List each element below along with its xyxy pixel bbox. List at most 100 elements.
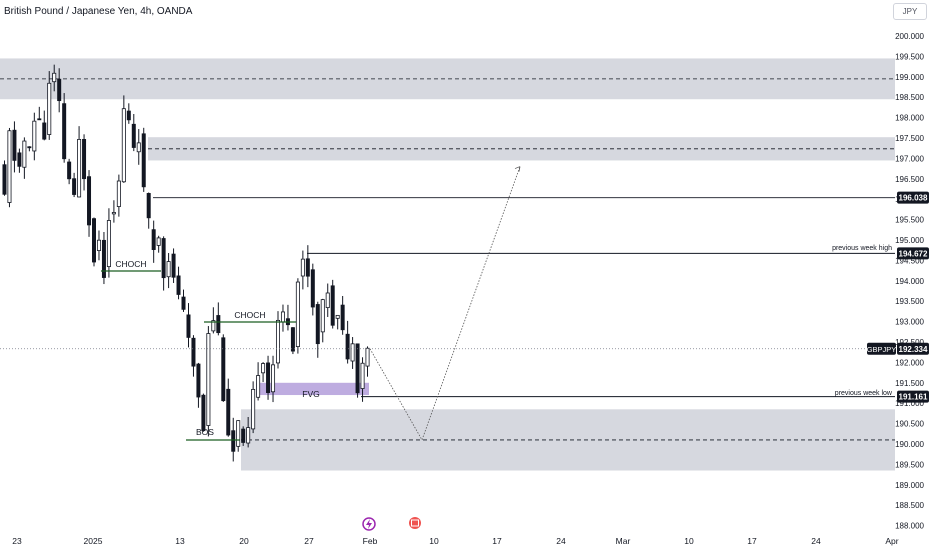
price-tick: 197.000 bbox=[895, 154, 924, 163]
price-tick: 198.500 bbox=[895, 93, 924, 102]
price-marker bbox=[897, 342, 929, 355]
candle-body bbox=[67, 161, 72, 180]
candle-body bbox=[251, 388, 256, 430]
price-tick: 191.500 bbox=[895, 379, 924, 388]
time-tick: 17 bbox=[492, 536, 502, 546]
candle-body bbox=[27, 146, 32, 149]
price-tick: 194.000 bbox=[895, 277, 924, 286]
candle-body bbox=[72, 178, 77, 195]
candle-body bbox=[275, 319, 280, 364]
candle-body bbox=[87, 176, 92, 226]
time-axis: 23 2025 13 20 27 Feb 10 17 24 Mar 10 17 24 Apr bbox=[12, 536, 899, 546]
lightning-icon-glyph bbox=[366, 519, 372, 529]
time-tick: 20 bbox=[239, 536, 249, 546]
candle-body bbox=[2, 164, 7, 195]
candle-body bbox=[355, 343, 360, 394]
candle-body bbox=[166, 261, 171, 278]
candle-body bbox=[186, 314, 191, 338]
price-tick: 194.500 bbox=[895, 256, 924, 265]
choch-1-label: CHOCH bbox=[115, 259, 146, 269]
candle-body bbox=[161, 238, 166, 279]
candle-body bbox=[236, 420, 241, 447]
candle-body bbox=[191, 337, 196, 367]
price-tick: 198.000 bbox=[895, 114, 924, 123]
candle-body bbox=[12, 129, 17, 161]
candle-body bbox=[231, 430, 236, 452]
candle-body bbox=[17, 152, 22, 167]
time-tick: Mar bbox=[616, 536, 631, 546]
price-tick: 199.500 bbox=[895, 52, 924, 61]
time-tick: Apr bbox=[885, 536, 898, 546]
time-tick: 10 bbox=[684, 536, 694, 546]
candle-body bbox=[156, 237, 161, 246]
time-tick: 10 bbox=[429, 536, 439, 546]
candle-body bbox=[77, 139, 82, 198]
candle-body bbox=[206, 333, 211, 426]
candle-body bbox=[340, 304, 345, 331]
bottom-icons[interactable] bbox=[362, 517, 421, 531]
candle-body bbox=[335, 314, 340, 319]
price-marker-label: 196.038 bbox=[899, 194, 928, 203]
calendar-event-icon-inner bbox=[411, 519, 419, 527]
choch-2-label: CHOCH bbox=[234, 310, 265, 320]
time-tick: 13 bbox=[175, 536, 185, 546]
candle-body bbox=[360, 362, 365, 389]
candle-body bbox=[37, 118, 42, 121]
candle-body bbox=[261, 363, 266, 374]
price-marker bbox=[897, 390, 929, 403]
candle-body bbox=[47, 82, 52, 135]
candle-body bbox=[350, 343, 355, 362]
candle-body bbox=[266, 362, 271, 393]
candle-body bbox=[126, 110, 131, 121]
projection-arrowhead bbox=[514, 166, 521, 172]
price-tick: 190.500 bbox=[895, 420, 924, 429]
candle-body bbox=[171, 253, 176, 278]
candle-body bbox=[101, 239, 106, 278]
price-tick: 190.000 bbox=[895, 440, 924, 449]
candle-body bbox=[305, 258, 310, 277]
candle-body bbox=[116, 180, 121, 207]
candle-body bbox=[201, 394, 206, 432]
candle-body bbox=[280, 311, 285, 323]
candle-body bbox=[96, 239, 101, 251]
candle-body bbox=[271, 364, 276, 393]
price-tick: 189.000 bbox=[895, 481, 924, 490]
price-tick: 195.000 bbox=[895, 236, 924, 245]
candle-body bbox=[106, 220, 111, 268]
projection-path bbox=[369, 166, 521, 441]
time-tick: 24 bbox=[556, 536, 566, 546]
price-tick: 188.500 bbox=[895, 501, 924, 510]
candle-body bbox=[196, 363, 201, 398]
currency-button[interactable]: JPY bbox=[893, 3, 927, 20]
price-tick: 197.500 bbox=[895, 134, 924, 143]
lines-layer: CHOCH CHOCH BOS FVG previous week high previo… bbox=[0, 166, 895, 441]
candle-body bbox=[300, 258, 305, 277]
candle-body bbox=[131, 123, 136, 148]
price-tick: 193.500 bbox=[895, 297, 924, 306]
candles-layer bbox=[2, 64, 370, 462]
candle-body bbox=[365, 347, 370, 367]
candle-body bbox=[241, 428, 246, 443]
price-marker-label: 194.672 bbox=[899, 249, 928, 258]
price-marker bbox=[897, 191, 929, 204]
time-tick: 27 bbox=[304, 536, 314, 546]
symbol-tag bbox=[867, 342, 896, 355]
time-tick: 17 bbox=[747, 536, 757, 546]
candle-body bbox=[246, 427, 251, 444]
candle-body bbox=[181, 296, 186, 310]
fvg-label: FVG bbox=[302, 389, 319, 399]
time-tick: 2025 bbox=[84, 536, 103, 546]
candle-body bbox=[310, 269, 315, 308]
candle-body bbox=[141, 133, 146, 188]
price-marker-label: 192.334 bbox=[899, 345, 928, 354]
candle-body bbox=[221, 337, 226, 402]
symbol-tag-label: GBPJPY bbox=[867, 345, 897, 354]
candle-body bbox=[226, 388, 231, 436]
calendar-event-icon bbox=[409, 517, 421, 529]
price-tick: 188.000 bbox=[895, 522, 924, 531]
candle-body bbox=[62, 103, 67, 160]
candle-body bbox=[320, 299, 325, 333]
price-marker bbox=[897, 247, 929, 260]
candle-body bbox=[111, 212, 116, 215]
